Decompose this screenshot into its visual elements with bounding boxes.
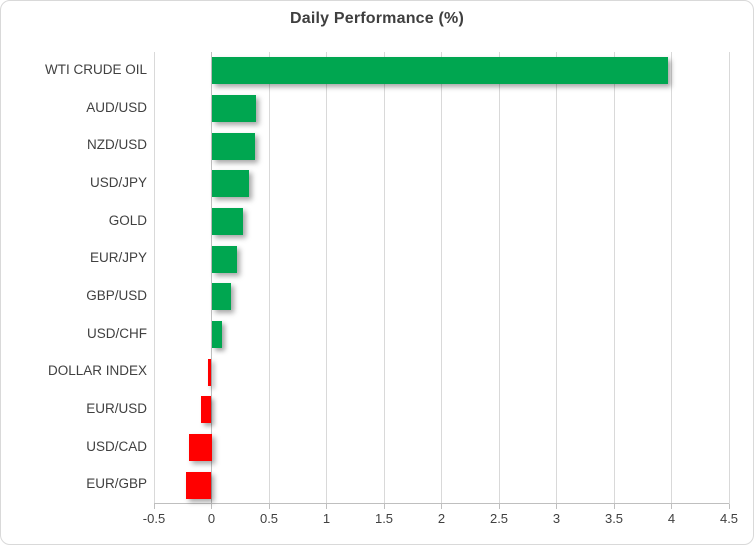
bar-nzd-usd[interactable] [211, 132, 256, 160]
x-axis-line [154, 503, 729, 504]
x-tick [498, 504, 500, 509]
category-label: WTI CRUDE OIL [44, 61, 147, 77]
x-tick-label: 2.5 [489, 511, 509, 526]
x-tick-label: 2 [437, 511, 446, 526]
x-tick [556, 504, 557, 509]
x-tick-label: 4.5 [719, 511, 739, 526]
x-tick [613, 504, 615, 509]
bar-wti-crude-oil[interactable] [211, 57, 669, 85]
category-label: AUD/USD [86, 99, 147, 115]
x-tick-label: 3.5 [604, 511, 624, 526]
category-label: NZD/USD [87, 137, 147, 153]
x-tick [383, 504, 385, 509]
category-label: EUR/USD [86, 400, 147, 416]
bar-eur-jpy[interactable] [211, 245, 237, 273]
gridline [326, 52, 327, 504]
x-tick [211, 504, 212, 509]
category-label: GBP/USD [86, 287, 147, 303]
category-label: USD/CHF [87, 325, 147, 341]
chart-title[interactable]: Daily Performance (%) [289, 10, 465, 27]
category-label: GOLD [108, 212, 147, 228]
gridline [441, 52, 442, 504]
gridline [268, 52, 270, 504]
category-label: EUR/GBP [86, 476, 147, 492]
x-tick-label: 0 [207, 511, 216, 526]
plot-area [153, 52, 730, 509]
x-tick [441, 504, 442, 509]
category-label: EUR/JPY [89, 250, 147, 266]
x-tick-label: 1.5 [374, 511, 394, 526]
x-tick-label: 1 [322, 511, 331, 526]
gridline [728, 52, 730, 504]
x-tick-label: 3 [552, 511, 561, 526]
bar-usd-chf[interactable] [211, 321, 222, 348]
gridline [556, 52, 557, 504]
x-tick [326, 504, 327, 509]
x-tick-label: 4 [667, 511, 676, 526]
bar-usd-jpy[interactable] [211, 170, 250, 198]
gridline [671, 52, 672, 504]
category-label: USD/CAD [86, 438, 147, 454]
gridline [613, 52, 615, 504]
bar-gbp-usd[interactable] [211, 283, 232, 311]
x-tick-label: -0.5 [142, 511, 166, 526]
x-tick [728, 504, 730, 509]
x-tick [153, 504, 155, 509]
x-tick [268, 504, 270, 509]
bar-usd-cad[interactable] [188, 434, 212, 461]
zero-axis-line [211, 52, 212, 504]
x-tick-label: 0.5 [259, 511, 279, 526]
category-label: DOLLAR INDEX [47, 363, 147, 379]
bar-dollar-index[interactable] [208, 358, 212, 386]
bar-eur-gbp[interactable] [186, 471, 212, 499]
bar-gold[interactable] [211, 208, 243, 235]
gridline [498, 52, 500, 504]
category-label: USD/JPY [89, 174, 147, 190]
bar-aud-usd[interactable] [211, 95, 257, 122]
bar-eur-usd[interactable] [201, 396, 212, 424]
gridline [383, 52, 385, 504]
x-tick [671, 504, 672, 509]
category-axis-labels: WTI CRUDE OIL AUD/USD NZD/USD USD/JPY GOLD EU… [1, 52, 147, 504]
gridline [153, 52, 155, 504]
